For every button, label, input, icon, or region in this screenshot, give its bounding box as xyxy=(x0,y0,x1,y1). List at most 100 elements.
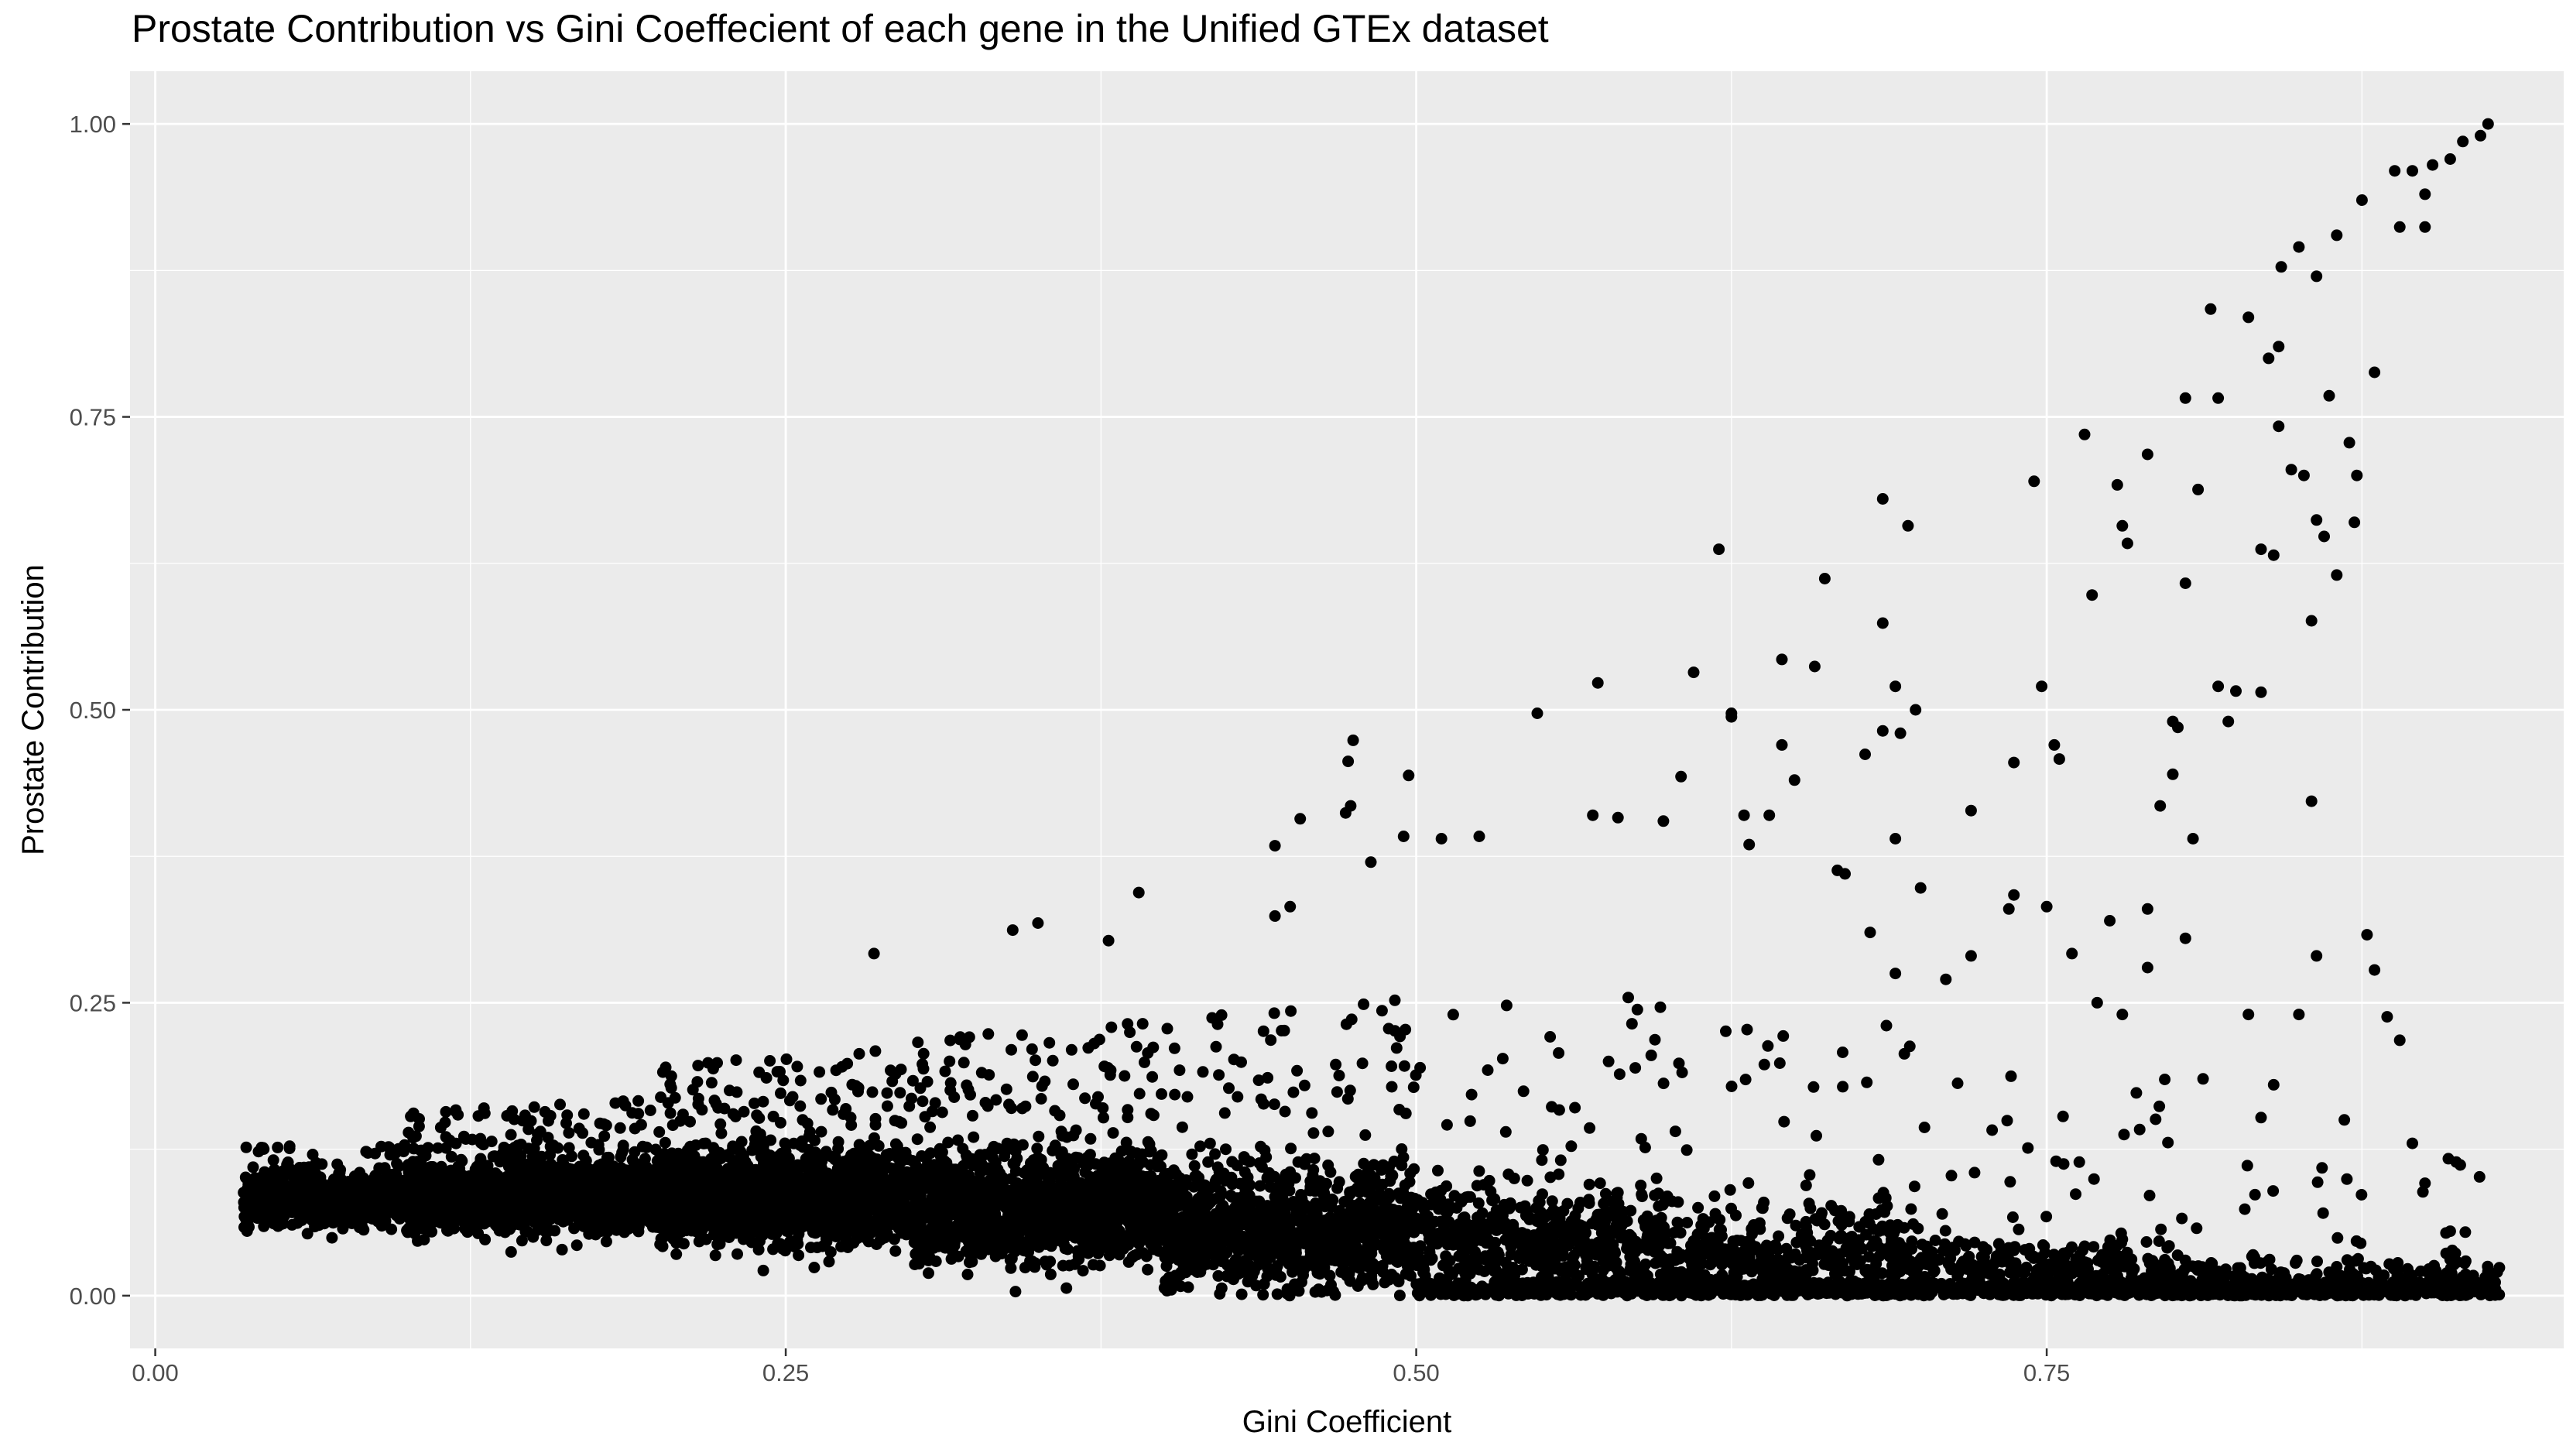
data-point xyxy=(350,1207,362,1219)
data-point xyxy=(670,1225,683,1238)
data-point xyxy=(906,1074,919,1087)
data-point xyxy=(539,1105,551,1118)
data-point xyxy=(716,1228,728,1241)
data-point xyxy=(517,1204,529,1216)
data-point xyxy=(1019,1100,1032,1112)
data-point xyxy=(666,1191,679,1204)
data-point xyxy=(383,1142,396,1154)
data-point xyxy=(726,1179,738,1190)
data-point xyxy=(479,1233,492,1245)
data-point xyxy=(911,1133,923,1146)
data-point xyxy=(1149,1185,1161,1197)
data-point xyxy=(858,1197,871,1210)
data-point xyxy=(656,1173,669,1186)
data-point xyxy=(513,1178,526,1190)
data-point xyxy=(659,1136,671,1149)
data-point xyxy=(814,1066,826,1078)
data-point xyxy=(258,1143,270,1155)
data-point xyxy=(889,1138,902,1150)
data-point xyxy=(817,1200,830,1211)
data-point xyxy=(691,1076,704,1088)
data-point xyxy=(821,1167,834,1180)
data-point xyxy=(1030,1054,1042,1067)
data-point xyxy=(1084,1132,1097,1145)
data-point xyxy=(403,1126,415,1139)
data-point xyxy=(1009,1165,1022,1177)
data-point xyxy=(499,1153,512,1166)
data-point xyxy=(326,1232,338,1244)
data-point xyxy=(776,1181,788,1194)
data-point xyxy=(794,1100,807,1112)
data-point xyxy=(331,1187,343,1199)
data-point xyxy=(519,1194,532,1206)
data-point xyxy=(454,1170,466,1183)
data-point xyxy=(1064,1259,1075,1272)
data-point xyxy=(267,1154,279,1167)
data-point xyxy=(302,1196,314,1208)
data-point xyxy=(568,1222,581,1235)
data-point xyxy=(452,1160,464,1173)
data-point xyxy=(601,1163,613,1175)
data-point xyxy=(814,1221,826,1234)
data-point xyxy=(810,1146,821,1159)
data-point xyxy=(775,1087,786,1099)
data-point xyxy=(540,1188,552,1201)
data-point xyxy=(269,1163,280,1176)
data-point xyxy=(516,1235,528,1247)
data-point xyxy=(554,1098,566,1111)
data-point xyxy=(848,1237,860,1249)
data-point xyxy=(586,1218,598,1230)
data-point xyxy=(245,1205,257,1218)
data-point xyxy=(1101,1242,1113,1254)
data-point xyxy=(552,1163,564,1176)
data-point xyxy=(731,1086,743,1098)
data-point xyxy=(598,1118,610,1130)
data-point xyxy=(334,1201,346,1214)
data-point xyxy=(656,1066,669,1078)
data-point xyxy=(293,1197,305,1210)
data-point xyxy=(1122,1018,1134,1030)
data-point xyxy=(540,1235,553,1247)
data-point xyxy=(376,1215,389,1228)
data-point xyxy=(598,1130,611,1143)
data-point xyxy=(720,1164,732,1177)
data-point xyxy=(788,1137,800,1149)
data-point xyxy=(258,1220,270,1232)
data-point xyxy=(1026,1071,1039,1083)
data-point xyxy=(311,1202,323,1214)
data-point xyxy=(1049,1105,1061,1117)
data-point xyxy=(845,1119,858,1131)
data-point xyxy=(999,1150,1011,1163)
data-point xyxy=(644,1105,656,1116)
data-point xyxy=(797,1114,809,1126)
data-point xyxy=(301,1228,313,1240)
data-point xyxy=(936,1106,948,1119)
data-point xyxy=(759,1157,772,1170)
data-point xyxy=(1000,1083,1012,1095)
data-point xyxy=(811,1161,824,1173)
data-point xyxy=(619,1099,632,1112)
data-point xyxy=(885,1205,897,1218)
data-point xyxy=(321,1202,334,1214)
data-point xyxy=(409,1227,421,1239)
data-point xyxy=(916,1095,929,1108)
data-point xyxy=(574,1167,587,1179)
data-point xyxy=(283,1163,296,1175)
data-point xyxy=(620,1213,632,1225)
data-point xyxy=(873,1170,886,1182)
data-point xyxy=(895,1156,907,1168)
data-point xyxy=(1006,1102,1018,1115)
data-point xyxy=(944,1055,956,1067)
data-point xyxy=(811,1242,824,1254)
data-point xyxy=(858,1231,870,1243)
data-point xyxy=(868,1132,880,1144)
data-point xyxy=(612,1174,625,1187)
data-point xyxy=(1067,1078,1079,1091)
data-point xyxy=(540,1177,552,1189)
data-point xyxy=(519,1109,531,1122)
data-point xyxy=(528,1143,540,1155)
data-point xyxy=(339,1177,351,1190)
data-point xyxy=(360,1146,372,1158)
data-point xyxy=(1143,1146,1156,1158)
data-point xyxy=(283,1140,296,1153)
